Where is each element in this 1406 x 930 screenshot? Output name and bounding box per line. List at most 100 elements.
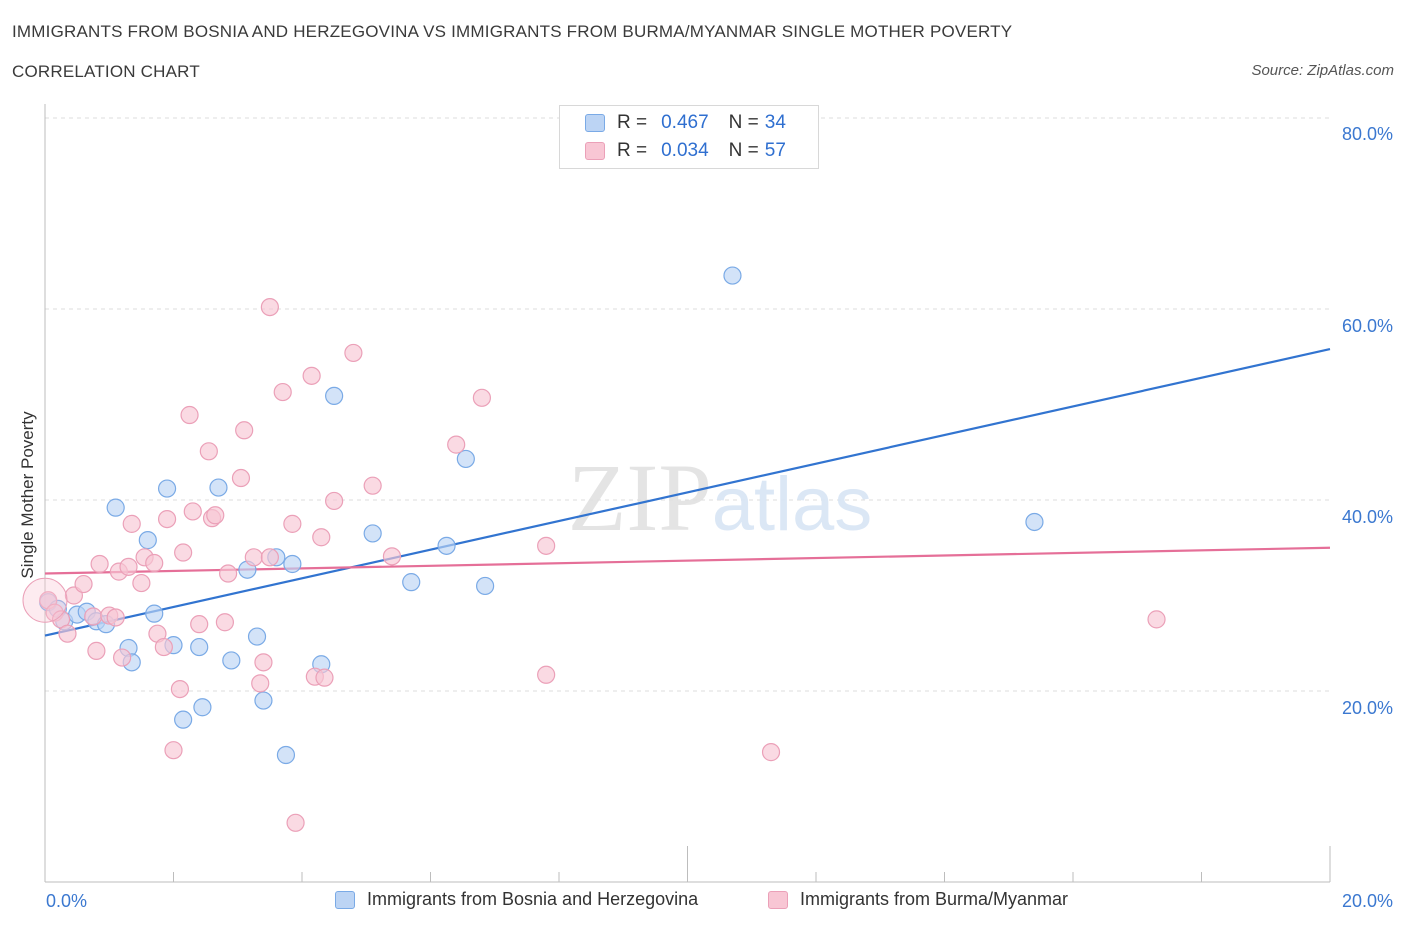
trend-line-bosnia bbox=[44, 348, 1331, 637]
point-burma-25 bbox=[183, 502, 202, 521]
point-burma-8 bbox=[90, 554, 109, 574]
point-bosnia-18 bbox=[222, 651, 241, 670]
series-legend-burma: Immigrants from Burma/Myanmar bbox=[768, 889, 1068, 910]
point-burma-6 bbox=[84, 607, 103, 626]
legend-r-value-bosnia: 0.467 bbox=[661, 112, 709, 133]
series-swatch-blue bbox=[335, 890, 355, 909]
point-bosnia-30 bbox=[456, 449, 475, 469]
y-axis-label: Single Mother Poverty bbox=[18, 411, 37, 579]
point-burma-54 bbox=[761, 743, 781, 762]
point-bosnia-11 bbox=[145, 604, 164, 623]
legend-r-value-burma: 0.034 bbox=[661, 140, 709, 161]
data-points bbox=[22, 266, 1166, 832]
point-burma-38 bbox=[260, 297, 279, 317]
y-tick-label-40: 40.0% bbox=[1341, 507, 1393, 527]
point-bosnia-16 bbox=[193, 698, 212, 717]
gridlines bbox=[45, 117, 1330, 692]
point-burma-17 bbox=[145, 553, 164, 573]
point-burma-29 bbox=[206, 506, 225, 525]
point-burma-3 bbox=[58, 624, 77, 643]
point-burma-7 bbox=[87, 641, 106, 660]
point-burma-20 bbox=[157, 509, 177, 529]
series-name-burma: Immigrants from Burma/Myanmar bbox=[800, 889, 1069, 909]
watermark: ZIPatlas bbox=[568, 444, 873, 551]
y-tick-label-80: 80.0% bbox=[1341, 124, 1393, 144]
legend-n-label: N = bbox=[728, 112, 759, 133]
point-burma-21 bbox=[164, 741, 183, 760]
point-bosnia-33 bbox=[1025, 512, 1044, 532]
legend-n-value-burma: 57 bbox=[764, 140, 786, 161]
point-burma-48 bbox=[363, 476, 382, 495]
point-burma-40 bbox=[283, 514, 302, 533]
point-burma-23 bbox=[174, 543, 193, 562]
point-burma-27 bbox=[199, 442, 218, 461]
point-burma-41 bbox=[286, 813, 305, 832]
point-burma-19 bbox=[154, 637, 173, 657]
point-bosnia-32 bbox=[723, 266, 742, 285]
legend-swatch-pink bbox=[585, 142, 605, 160]
point-burma-10 bbox=[106, 608, 125, 627]
point-burma-22 bbox=[170, 679, 190, 699]
point-bosnia-12 bbox=[157, 479, 177, 498]
legend-row-burma: R = 0.034 N = 57 bbox=[585, 138, 786, 164]
trend-lines bbox=[44, 348, 1331, 637]
x-tick-label-max: 20.0% bbox=[1341, 891, 1393, 911]
series-swatch-pink bbox=[768, 890, 788, 909]
legend-n-value-bosnia: 34 bbox=[764, 112, 786, 133]
point-bosnia-7 bbox=[106, 498, 125, 517]
point-burma-15 bbox=[132, 573, 151, 593]
point-bosnia-26 bbox=[325, 386, 344, 406]
y-tick-label-60: 60.0% bbox=[1341, 316, 1393, 336]
point-burma-42 bbox=[302, 366, 321, 385]
point-burma-32 bbox=[231, 468, 251, 488]
point-burma-12 bbox=[112, 648, 132, 667]
point-burma-5 bbox=[74, 574, 93, 594]
x-tick-label-min: 0.0% bbox=[46, 891, 88, 911]
y-tick-label-20: 20.0% bbox=[1341, 698, 1393, 718]
point-bosnia-10 bbox=[138, 531, 157, 550]
point-burma-34 bbox=[244, 548, 263, 567]
point-bosnia-23 bbox=[276, 745, 296, 765]
point-burma-52 bbox=[537, 536, 556, 555]
trend-line-burma bbox=[44, 546, 1331, 575]
point-burma-49 bbox=[382, 547, 402, 566]
point-burma-46 bbox=[325, 491, 344, 511]
point-burma-51 bbox=[472, 388, 491, 407]
axes bbox=[44, 104, 1331, 883]
point-burma-45 bbox=[315, 668, 334, 687]
point-burma-47 bbox=[344, 343, 363, 363]
legend-r-label: R = bbox=[617, 140, 648, 161]
point-bosnia-29 bbox=[437, 536, 456, 555]
legend-r-label: R = bbox=[617, 112, 648, 133]
series-name-bosnia: Immigrants from Bosnia and Herzegovina bbox=[367, 889, 699, 909]
legend-swatch-blue bbox=[585, 114, 605, 132]
point-burma-37 bbox=[260, 548, 279, 567]
point-bosnia-15 bbox=[190, 637, 209, 657]
point-burma-13 bbox=[119, 557, 138, 576]
point-burma-53 bbox=[537, 665, 556, 684]
chart-title-line-2: CORRELATION CHART bbox=[12, 62, 200, 81]
point-bosnia-20 bbox=[247, 627, 267, 646]
point-burma-39 bbox=[273, 382, 292, 402]
point-burma-44 bbox=[312, 528, 331, 547]
point-burma-31 bbox=[219, 564, 238, 583]
chart-title-line-1: IMMIGRANTS FROM BOSNIA AND HERZEGOVINA V… bbox=[12, 22, 1013, 41]
point-bosnia-21 bbox=[254, 691, 273, 710]
point-bosnia-17 bbox=[209, 478, 228, 497]
series-legend-bosnia: Immigrants from Bosnia and Herzegovina bbox=[335, 889, 698, 910]
point-cluster-origin bbox=[22, 577, 68, 623]
point-burma-30 bbox=[215, 613, 234, 632]
legend-row-bosnia: R = 0.467 N = 34 bbox=[585, 110, 786, 136]
point-bosnia-24 bbox=[283, 554, 302, 574]
point-bosnia-27 bbox=[363, 524, 382, 543]
point-bosnia-28 bbox=[402, 573, 421, 592]
point-burma-50 bbox=[447, 435, 466, 454]
source-credit: Source: ZipAtlas.com bbox=[1251, 62, 1394, 79]
point-burma-35 bbox=[251, 674, 270, 693]
legend-n-label: N = bbox=[728, 140, 759, 161]
point-bosnia-14 bbox=[174, 710, 193, 729]
point-burma-36 bbox=[254, 653, 273, 672]
point-burma-24 bbox=[180, 405, 199, 425]
point-burma-26 bbox=[190, 615, 209, 634]
